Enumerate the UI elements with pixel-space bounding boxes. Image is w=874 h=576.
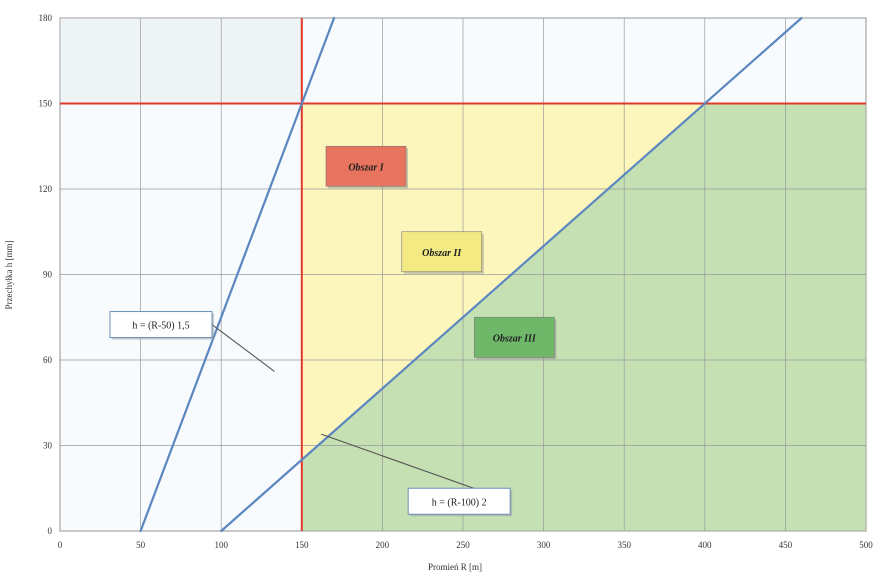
- x-tick-label: 100: [214, 540, 228, 550]
- callout-text: h = (R-50) 1,5: [132, 321, 189, 332]
- region-label-box: [473, 316, 555, 358]
- x-tick-label: 0: [58, 540, 63, 550]
- series-line-2: [220, 16, 803, 533]
- callout-leader: [211, 324, 275, 372]
- y-tick-label: 180: [39, 13, 53, 23]
- x-tick-label: 50: [136, 540, 146, 550]
- y-axis-label: Przechyłka h [mm]: [4, 241, 14, 310]
- corner-shade: [60, 18, 302, 104]
- annotations-layer: h = (R-50) 1,5 h = (R-100) 2: [109, 311, 513, 517]
- region-labels-layer: Obszar I Obszar II Obszar III: [325, 145, 557, 360]
- series-layer: [139, 16, 803, 533]
- y-tick-label: 30: [43, 441, 53, 451]
- x-tick-label: 350: [617, 540, 631, 550]
- y-tick-label: 0: [48, 526, 53, 536]
- x-tick-label: 150: [295, 540, 309, 550]
- x-tick-label: 300: [537, 540, 551, 550]
- x-axis-label: Promień R [m]: [428, 562, 482, 572]
- y-tick-label: 150: [39, 99, 53, 109]
- callout-box: [407, 487, 511, 515]
- region-label-box: [401, 231, 483, 273]
- x-tick-label: 450: [779, 540, 793, 550]
- callout-text: h = (R-100) 2: [432, 497, 487, 508]
- callout-box: [109, 311, 213, 339]
- y-tick-label: 90: [43, 270, 53, 280]
- region-label-text: Obszar III: [493, 333, 537, 344]
- x-tick-label: 250: [456, 540, 470, 550]
- x-tick-label: 200: [376, 540, 390, 550]
- region-label-box: [325, 145, 407, 187]
- region-label-text: Obszar I: [348, 162, 384, 173]
- series-line-1: [139, 16, 336, 533]
- x-tick-label: 400: [698, 540, 712, 550]
- ticks-layer: 0 50 100 150 200 250 300 350 400 450 500 0 30 60 90 120…: [39, 13, 874, 550]
- region-3-fill: [301, 103, 866, 531]
- x-tick-label: 500: [859, 540, 873, 550]
- y-tick-label: 120: [39, 184, 53, 194]
- region-label-text: Obszar II: [422, 248, 462, 259]
- y-tick-label: 60: [43, 355, 53, 365]
